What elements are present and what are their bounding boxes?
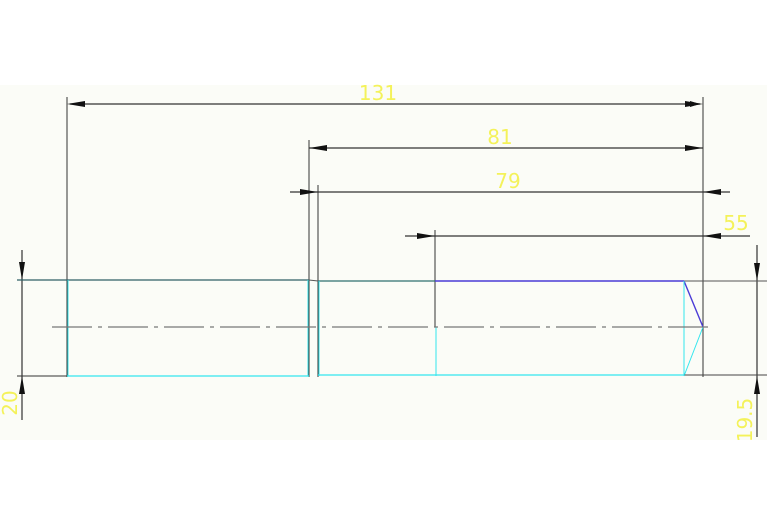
dim-text-81: 81 (487, 125, 512, 149)
dim-text-19-5: 19.5 (733, 398, 757, 443)
dimension-arrows (19, 101, 760, 394)
extension-lines (66, 97, 704, 377)
dim-text-55: 55 (723, 211, 748, 235)
part-outline (17, 279, 767, 377)
dim-text-20: 20 (0, 390, 22, 415)
dim-text-79: 79 (495, 169, 520, 193)
drawing-paper (0, 85, 767, 440)
dim-text-131: 131 (359, 81, 397, 105)
